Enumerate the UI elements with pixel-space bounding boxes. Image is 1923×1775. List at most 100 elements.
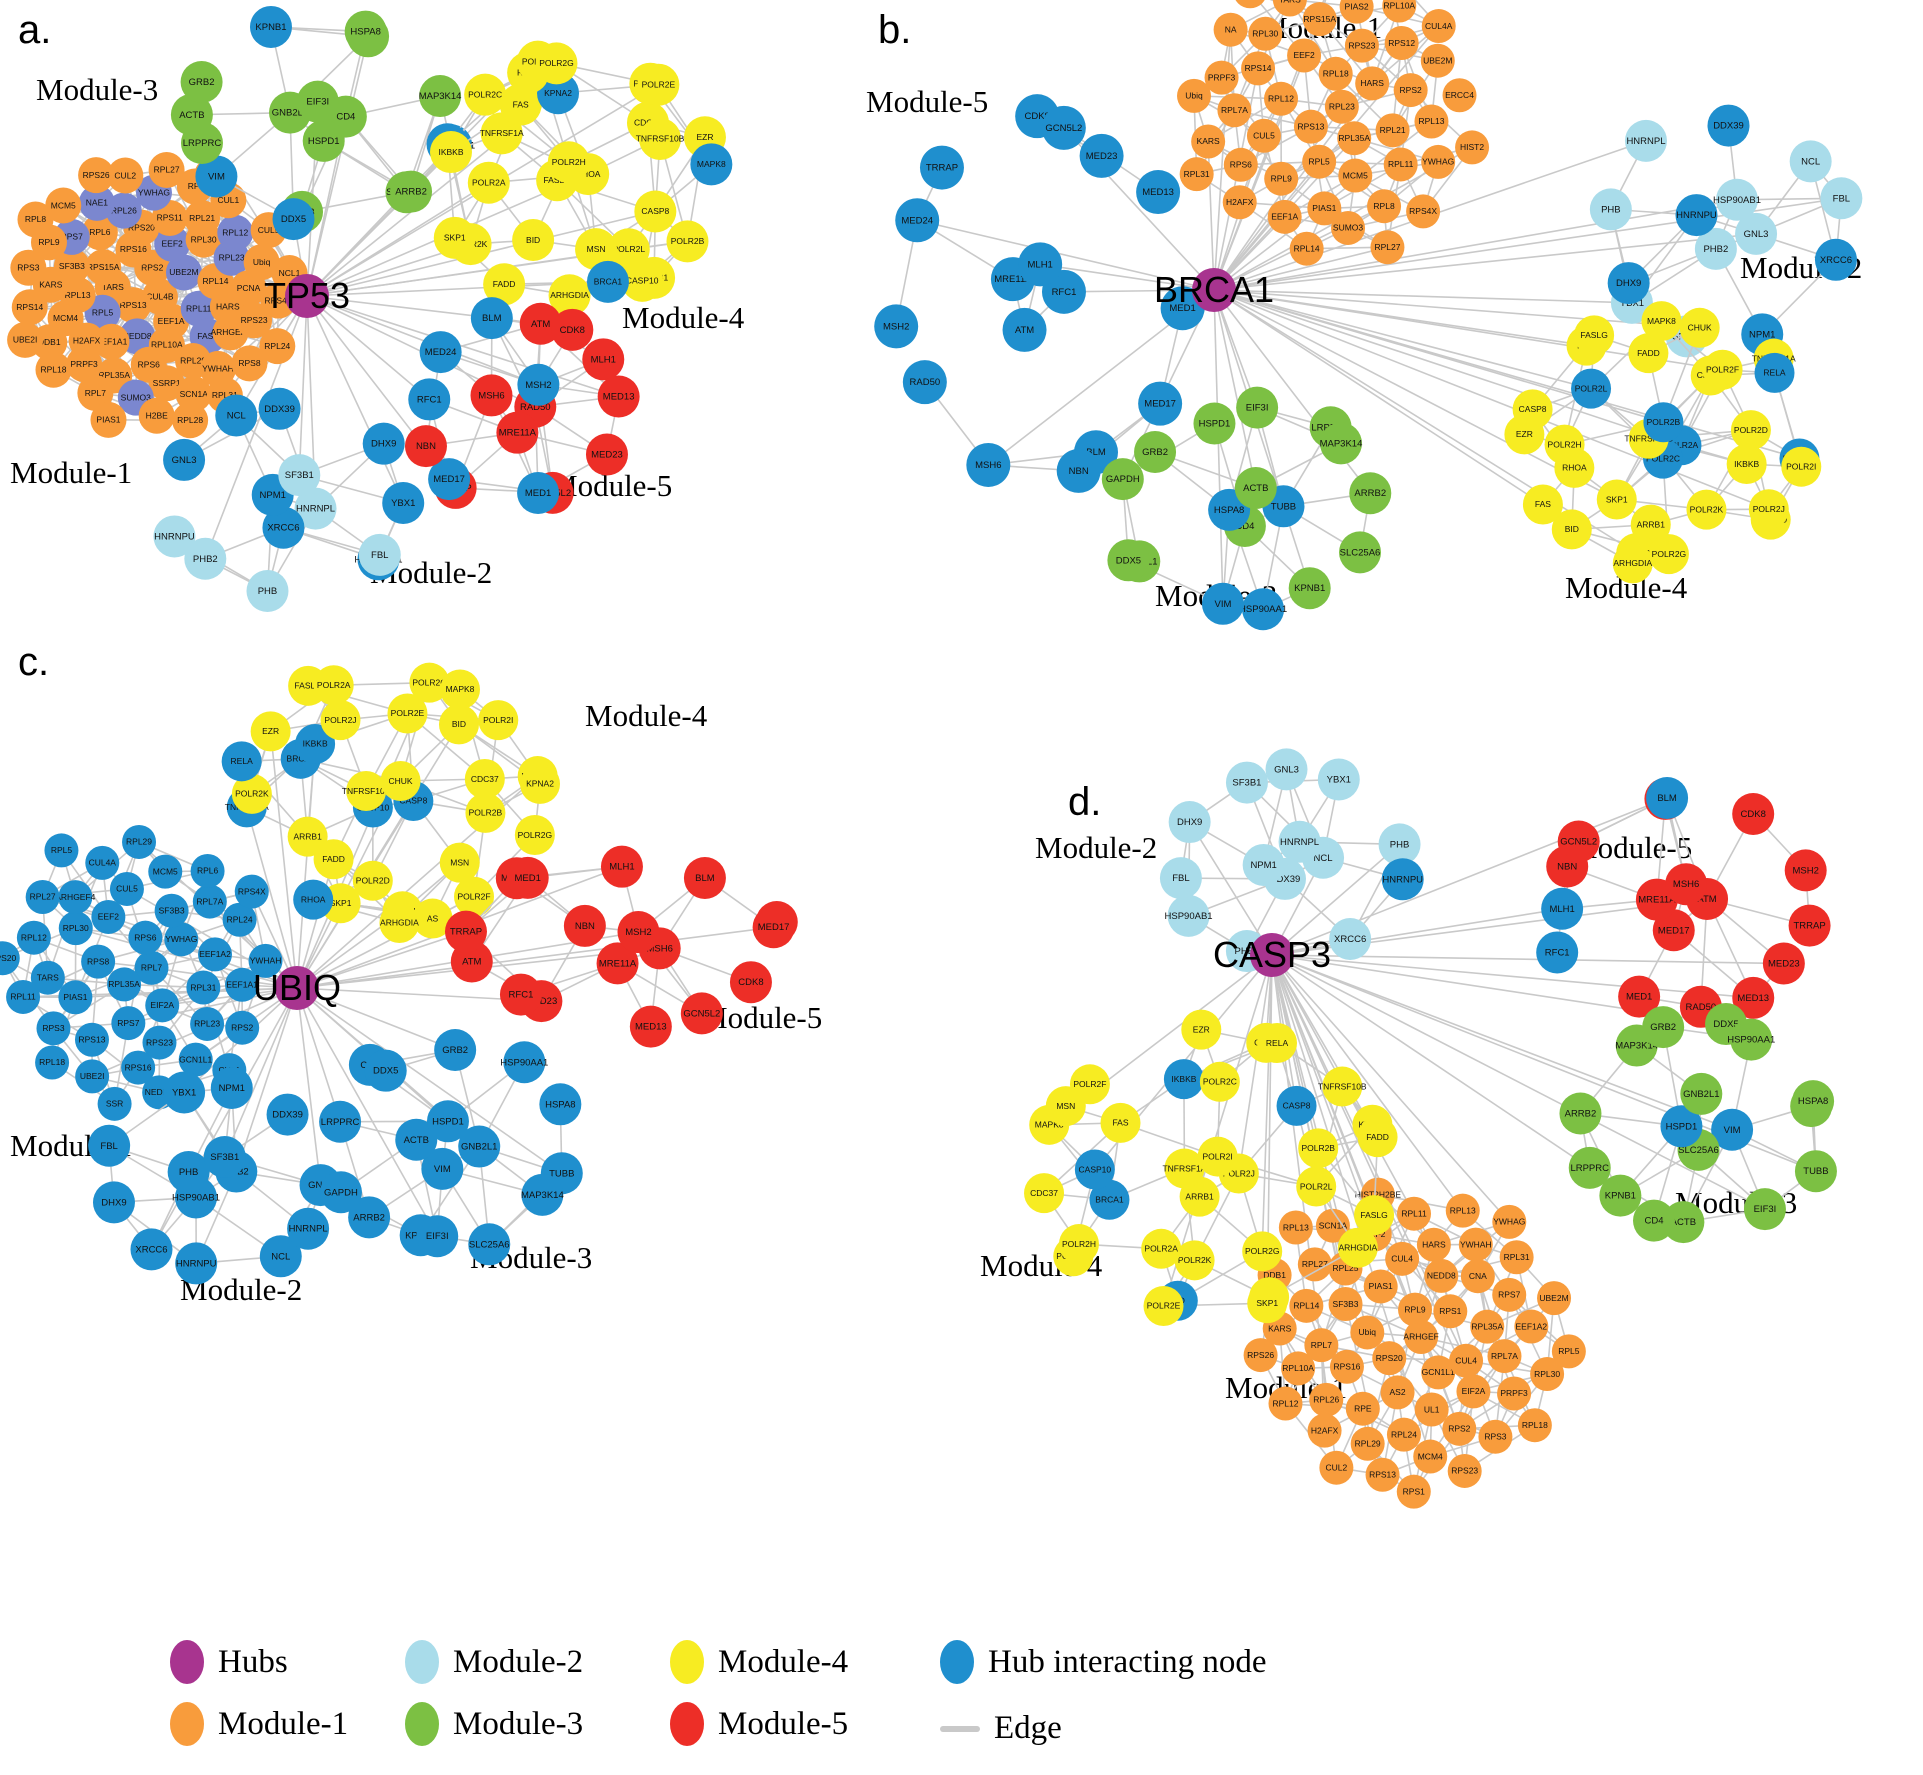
- network-node[interactable]: RPL31: [186, 970, 221, 1005]
- node-circle[interactable]: [412, 898, 453, 939]
- network-node[interactable]: POLR2A: [1141, 1228, 1182, 1269]
- node-circle[interactable]: [190, 1006, 225, 1041]
- network-node[interactable]: POLR2G: [1648, 534, 1689, 575]
- network-node[interactable]: RPL6: [190, 853, 225, 888]
- network-node[interactable]: MAPK8: [1641, 301, 1682, 342]
- node-circle[interactable]: [1732, 976, 1775, 1019]
- network-node[interactable]: PRPF3: [1497, 1376, 1532, 1411]
- node-circle[interactable]: [966, 442, 1011, 487]
- node-circle[interactable]: [1344, 28, 1379, 63]
- node-circle[interactable]: [1707, 104, 1750, 147]
- network-node[interactable]: DHX9: [92, 1181, 135, 1224]
- node-circle[interactable]: [1406, 194, 1441, 229]
- network-node[interactable]: DHX9: [1168, 801, 1211, 844]
- network-node[interactable]: YWHAH: [1458, 1227, 1493, 1262]
- node-circle[interactable]: [483, 263, 526, 306]
- network-node[interactable]: RPL18: [35, 1045, 70, 1080]
- node-circle[interactable]: [1143, 1285, 1184, 1326]
- node-circle[interactable]: [1002, 307, 1047, 352]
- network-node[interactable]: HSPA8: [344, 10, 387, 53]
- node-circle[interactable]: [408, 378, 451, 421]
- node-circle[interactable]: [231, 345, 268, 382]
- node-circle[interactable]: [1302, 144, 1337, 179]
- node-circle[interactable]: [1199, 1061, 1240, 1102]
- node-circle[interactable]: [1792, 1080, 1835, 1123]
- node-circle[interactable]: [1735, 212, 1778, 255]
- node-circle[interactable]: [639, 117, 682, 160]
- node-circle[interactable]: [596, 942, 639, 985]
- node-circle[interactable]: [85, 249, 122, 286]
- node-circle[interactable]: [629, 1005, 672, 1048]
- network-node[interactable]: MSH2: [874, 304, 919, 349]
- network-node[interactable]: TARS: [1272, 0, 1307, 17]
- network-node[interactable]: RPL7A: [192, 884, 227, 919]
- node-circle[interactable]: [1414, 104, 1449, 139]
- node-circle[interactable]: [1246, 118, 1281, 153]
- node-circle[interactable]: [90, 401, 127, 438]
- node-circle[interactable]: [1424, 1258, 1459, 1293]
- network-node[interactable]: RPS1: [1433, 1294, 1468, 1329]
- network-node[interactable]: CUL4A: [85, 845, 120, 880]
- node-circle[interactable]: [895, 198, 940, 243]
- node-circle[interactable]: [390, 170, 433, 213]
- node-circle[interactable]: [44, 833, 79, 868]
- network-node[interactable]: POLR2I: [1197, 1136, 1238, 1177]
- node-circle[interactable]: [634, 190, 677, 233]
- node-circle[interactable]: [419, 75, 462, 118]
- node-circle[interactable]: [1380, 1375, 1415, 1410]
- node-circle[interactable]: [92, 1181, 135, 1224]
- network-node[interactable]: HSPA8: [1792, 1080, 1835, 1123]
- node-circle[interactable]: [134, 950, 169, 985]
- node-circle[interactable]: [1293, 109, 1328, 144]
- node-circle[interactable]: [111, 1006, 146, 1041]
- network-node[interactable]: BRCA1: [586, 260, 629, 303]
- node-circle[interactable]: [1537, 1281, 1572, 1316]
- node-circle[interactable]: [1789, 140, 1832, 183]
- hub-node[interactable]: [1250, 933, 1294, 977]
- network-node[interactable]: MED24: [895, 198, 940, 243]
- node-circle[interactable]: [222, 902, 257, 937]
- node-circle[interactable]: [1278, 820, 1321, 863]
- node-circle[interactable]: [1281, 1351, 1316, 1386]
- network-node[interactable]: MED13: [1136, 170, 1181, 215]
- node-circle[interactable]: [248, 943, 283, 978]
- node-circle[interactable]: [1350, 1315, 1385, 1350]
- network-node[interactable]: RPL18: [1318, 56, 1353, 91]
- network-node[interactable]: H2BE: [138, 397, 175, 434]
- node-circle[interactable]: [680, 992, 723, 1035]
- node-circle[interactable]: [142, 1025, 177, 1060]
- node-circle[interactable]: [1324, 89, 1359, 124]
- network-node[interactable]: RPL11: [6, 979, 41, 1014]
- network-node[interactable]: ARHGDIA: [379, 902, 420, 943]
- network-node[interactable]: CASP8: [634, 190, 677, 233]
- network-node[interactable]: BLM: [470, 297, 513, 340]
- network-node[interactable]: SUMO3: [1331, 210, 1366, 245]
- node-circle[interactable]: [1675, 194, 1718, 237]
- network-node[interactable]: RPL12: [1264, 81, 1299, 116]
- network-node[interactable]: HSPA8: [539, 1083, 582, 1126]
- node-circle[interactable]: [1382, 0, 1417, 23]
- node-circle[interactable]: [617, 910, 660, 953]
- node-circle[interactable]: [1557, 820, 1600, 863]
- node-circle[interactable]: [1242, 588, 1285, 631]
- network-node[interactable]: SKP1: [1247, 1283, 1288, 1324]
- network-node[interactable]: MSH6: [966, 442, 1011, 487]
- network-node[interactable]: CASP8: [1276, 1085, 1317, 1126]
- node-circle[interactable]: [517, 471, 560, 514]
- network-node[interactable]: RPE: [1345, 1391, 1380, 1426]
- network-node[interactable]: FADD: [1357, 1117, 1398, 1158]
- network-node[interactable]: RPS23: [1447, 1453, 1482, 1488]
- node-circle[interactable]: [170, 93, 213, 136]
- node-circle[interactable]: [1243, 1338, 1278, 1373]
- network-node[interactable]: RHOA: [293, 879, 334, 920]
- network-node[interactable]: GNL3: [1265, 748, 1308, 791]
- network-node[interactable]: CDC37: [1024, 1173, 1065, 1214]
- node-circle[interactable]: [1079, 133, 1124, 178]
- network-node[interactable]: XRCC6: [1329, 917, 1372, 960]
- node-circle[interactable]: [1784, 849, 1827, 892]
- node-circle[interactable]: [1217, 93, 1252, 128]
- network-node[interactable]: RPS14: [1241, 51, 1276, 86]
- network-node[interactable]: RPL13: [1278, 1210, 1313, 1245]
- node-circle[interactable]: [287, 1207, 330, 1250]
- node-circle[interactable]: [225, 967, 260, 1002]
